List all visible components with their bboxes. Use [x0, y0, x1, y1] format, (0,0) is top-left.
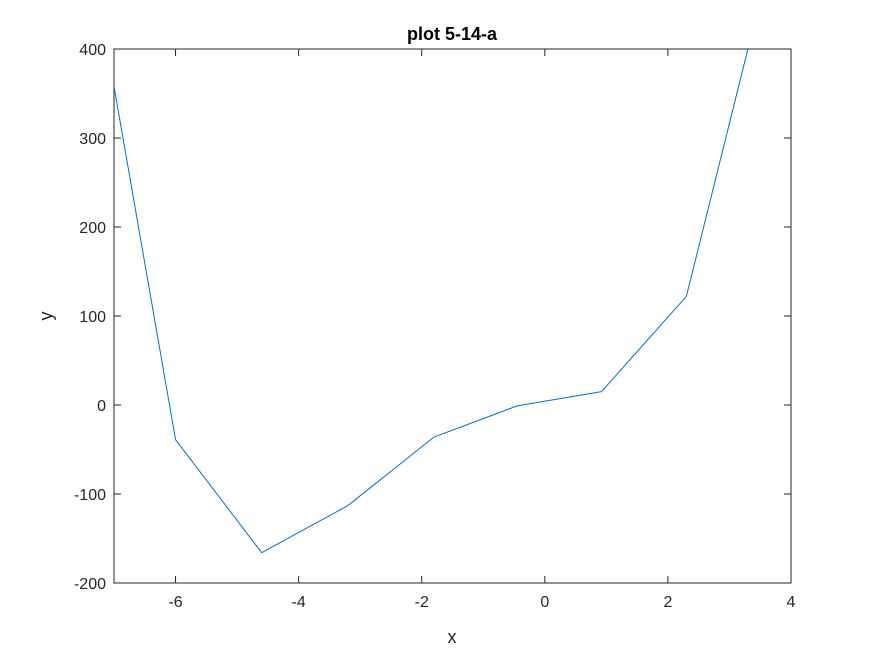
chart-title: plot 5-14-a — [407, 24, 498, 44]
x-axis-label: x — [448, 627, 457, 647]
x-tick-label: 0 — [540, 594, 549, 611]
x-tick-label: -2 — [415, 594, 429, 611]
y-axis-label: y — [36, 312, 56, 321]
series-line-0 — [113, 48, 749, 554]
y-tick-label: -200 — [74, 576, 106, 593]
x-tick-label: -6 — [168, 594, 182, 611]
x-tick-label: -4 — [292, 594, 306, 611]
y-tick-label: 100 — [79, 309, 106, 326]
y-tick-label: 200 — [79, 220, 106, 237]
y-tick-label: 300 — [79, 131, 106, 148]
x-tick-label: 2 — [663, 594, 672, 611]
y-tick-label: 400 — [79, 42, 106, 59]
y-tick-label: 0 — [97, 398, 106, 415]
axis-ticks: -6 -4 -2 0 2 4 -200 -100 0 100 200 300 400 — [74, 42, 796, 611]
y-tick-label: -100 — [74, 487, 106, 504]
plot-area — [113, 48, 792, 584]
series-layer — [113, 48, 749, 554]
x-tick-label: 4 — [787, 594, 796, 611]
